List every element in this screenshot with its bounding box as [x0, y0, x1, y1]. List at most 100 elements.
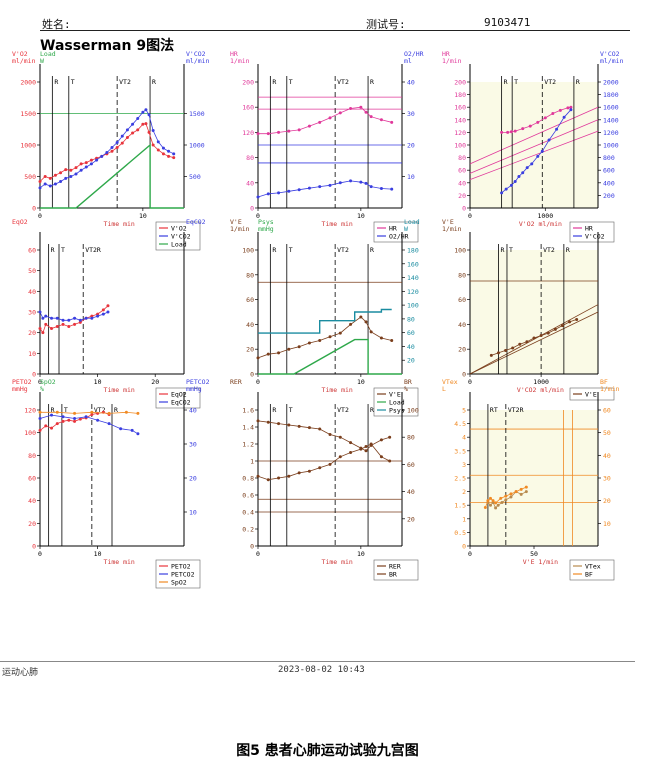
data-point	[297, 188, 301, 192]
data-point	[297, 471, 301, 475]
data-point	[50, 327, 54, 331]
data-point	[504, 348, 508, 352]
data-point	[379, 336, 383, 340]
y-tick-label: 500	[24, 173, 36, 181]
data-point	[89, 162, 93, 166]
data-point	[318, 120, 322, 124]
data-point	[64, 168, 68, 172]
y-tick-label: 60	[458, 167, 466, 175]
right-tick-label: 1500	[189, 110, 205, 118]
data-point	[494, 506, 498, 510]
right-tick-label: 160	[407, 260, 419, 268]
y-tick-label: 160	[454, 104, 466, 112]
data-point	[338, 435, 342, 439]
data-point	[328, 183, 332, 187]
data-point	[90, 316, 94, 320]
data-point	[307, 186, 311, 190]
series-hr-line	[258, 106, 392, 135]
data-point	[67, 324, 71, 328]
data-point	[318, 339, 322, 343]
data-point	[44, 314, 48, 318]
x-tick-label: 0	[38, 550, 42, 558]
right-tick-label: 180	[407, 247, 419, 255]
data-point	[256, 195, 260, 199]
data-point	[513, 129, 517, 133]
data-point	[488, 503, 492, 507]
data-point	[48, 176, 52, 180]
data-point	[144, 108, 148, 112]
data-point	[277, 191, 281, 195]
phase-marker-label: T	[514, 78, 518, 86]
data-point	[55, 324, 59, 328]
y-tick-label: 40	[246, 179, 254, 187]
left-axis-label: W	[40, 57, 44, 65]
chart-panel-1: 0 500 1000 1500 2000 500 1000 1500 0 10 Time min V'…	[12, 50, 210, 251]
phase-marker-label: R	[500, 246, 504, 254]
data-point	[307, 426, 311, 430]
data-point	[100, 154, 104, 158]
right-tick-label: 30	[603, 475, 611, 483]
data-point	[518, 342, 522, 346]
data-point	[509, 492, 513, 496]
y-tick-label: 2	[462, 488, 466, 496]
data-point	[256, 132, 260, 136]
right-tick-label: 60	[407, 461, 415, 469]
y-tick-label: 60	[28, 475, 36, 483]
y-tick-label: 1.6	[242, 407, 254, 415]
data-point	[379, 118, 383, 122]
right-tick-label: 20	[189, 475, 197, 483]
phase-marker-label: R	[51, 246, 55, 254]
data-point	[390, 120, 394, 124]
data-point	[494, 501, 498, 505]
legend-box	[373, 221, 419, 243]
footer-system-name: 运动心肺	[2, 668, 39, 678]
data-point	[359, 315, 363, 319]
legend-label: PETO2	[171, 563, 191, 571]
y-tick-label: 120	[24, 407, 36, 415]
right-tick-label: 60	[603, 407, 611, 415]
data-point	[349, 441, 353, 445]
phase-marker-label: VT2	[337, 78, 349, 86]
data-point	[78, 318, 82, 322]
legend-label: V'CO2	[585, 233, 605, 241]
data-point	[84, 316, 88, 320]
data-point	[277, 476, 281, 480]
series-psys-line	[258, 308, 392, 334]
patient-name-label: 姓名:	[42, 18, 71, 31]
y-tick-label: 3	[462, 461, 466, 469]
right-axis-label: ml/min	[600, 57, 624, 65]
phase-marker-label: VT2	[543, 246, 555, 254]
data-point	[136, 411, 140, 415]
data-point	[107, 411, 111, 415]
data-point	[44, 322, 48, 326]
y-tick-label: 1500	[20, 110, 36, 118]
data-point	[318, 427, 322, 431]
figure-caption: 图5 患者心肺运动试验九宫图	[236, 743, 419, 759]
phase-marker-label: T	[64, 406, 68, 414]
right-axis-label: mmHg	[186, 385, 202, 393]
data-point	[569, 105, 573, 109]
footer-rule	[0, 661, 635, 662]
right-tick-label: 120	[407, 288, 419, 296]
data-point	[349, 106, 353, 110]
data-point	[504, 494, 508, 498]
data-point	[496, 351, 500, 355]
data-point	[96, 314, 100, 318]
x-tick-label: 10	[357, 212, 365, 220]
data-point	[517, 175, 521, 178]
right-tick-label: 140	[407, 274, 419, 282]
data-point	[50, 316, 54, 320]
data-point	[73, 419, 77, 423]
data-point	[79, 162, 83, 166]
data-point	[558, 108, 562, 112]
diagonal-reference-line	[469, 130, 599, 181]
data-point	[509, 183, 513, 187]
left-axis-label: RER	[230, 378, 242, 386]
data-point	[338, 455, 342, 459]
data-point	[509, 130, 513, 134]
phase-marker-label: R	[566, 246, 570, 254]
data-point	[156, 148, 160, 152]
phase-marker-label: T	[509, 246, 513, 254]
left-axis-label: mmHg	[258, 225, 274, 233]
